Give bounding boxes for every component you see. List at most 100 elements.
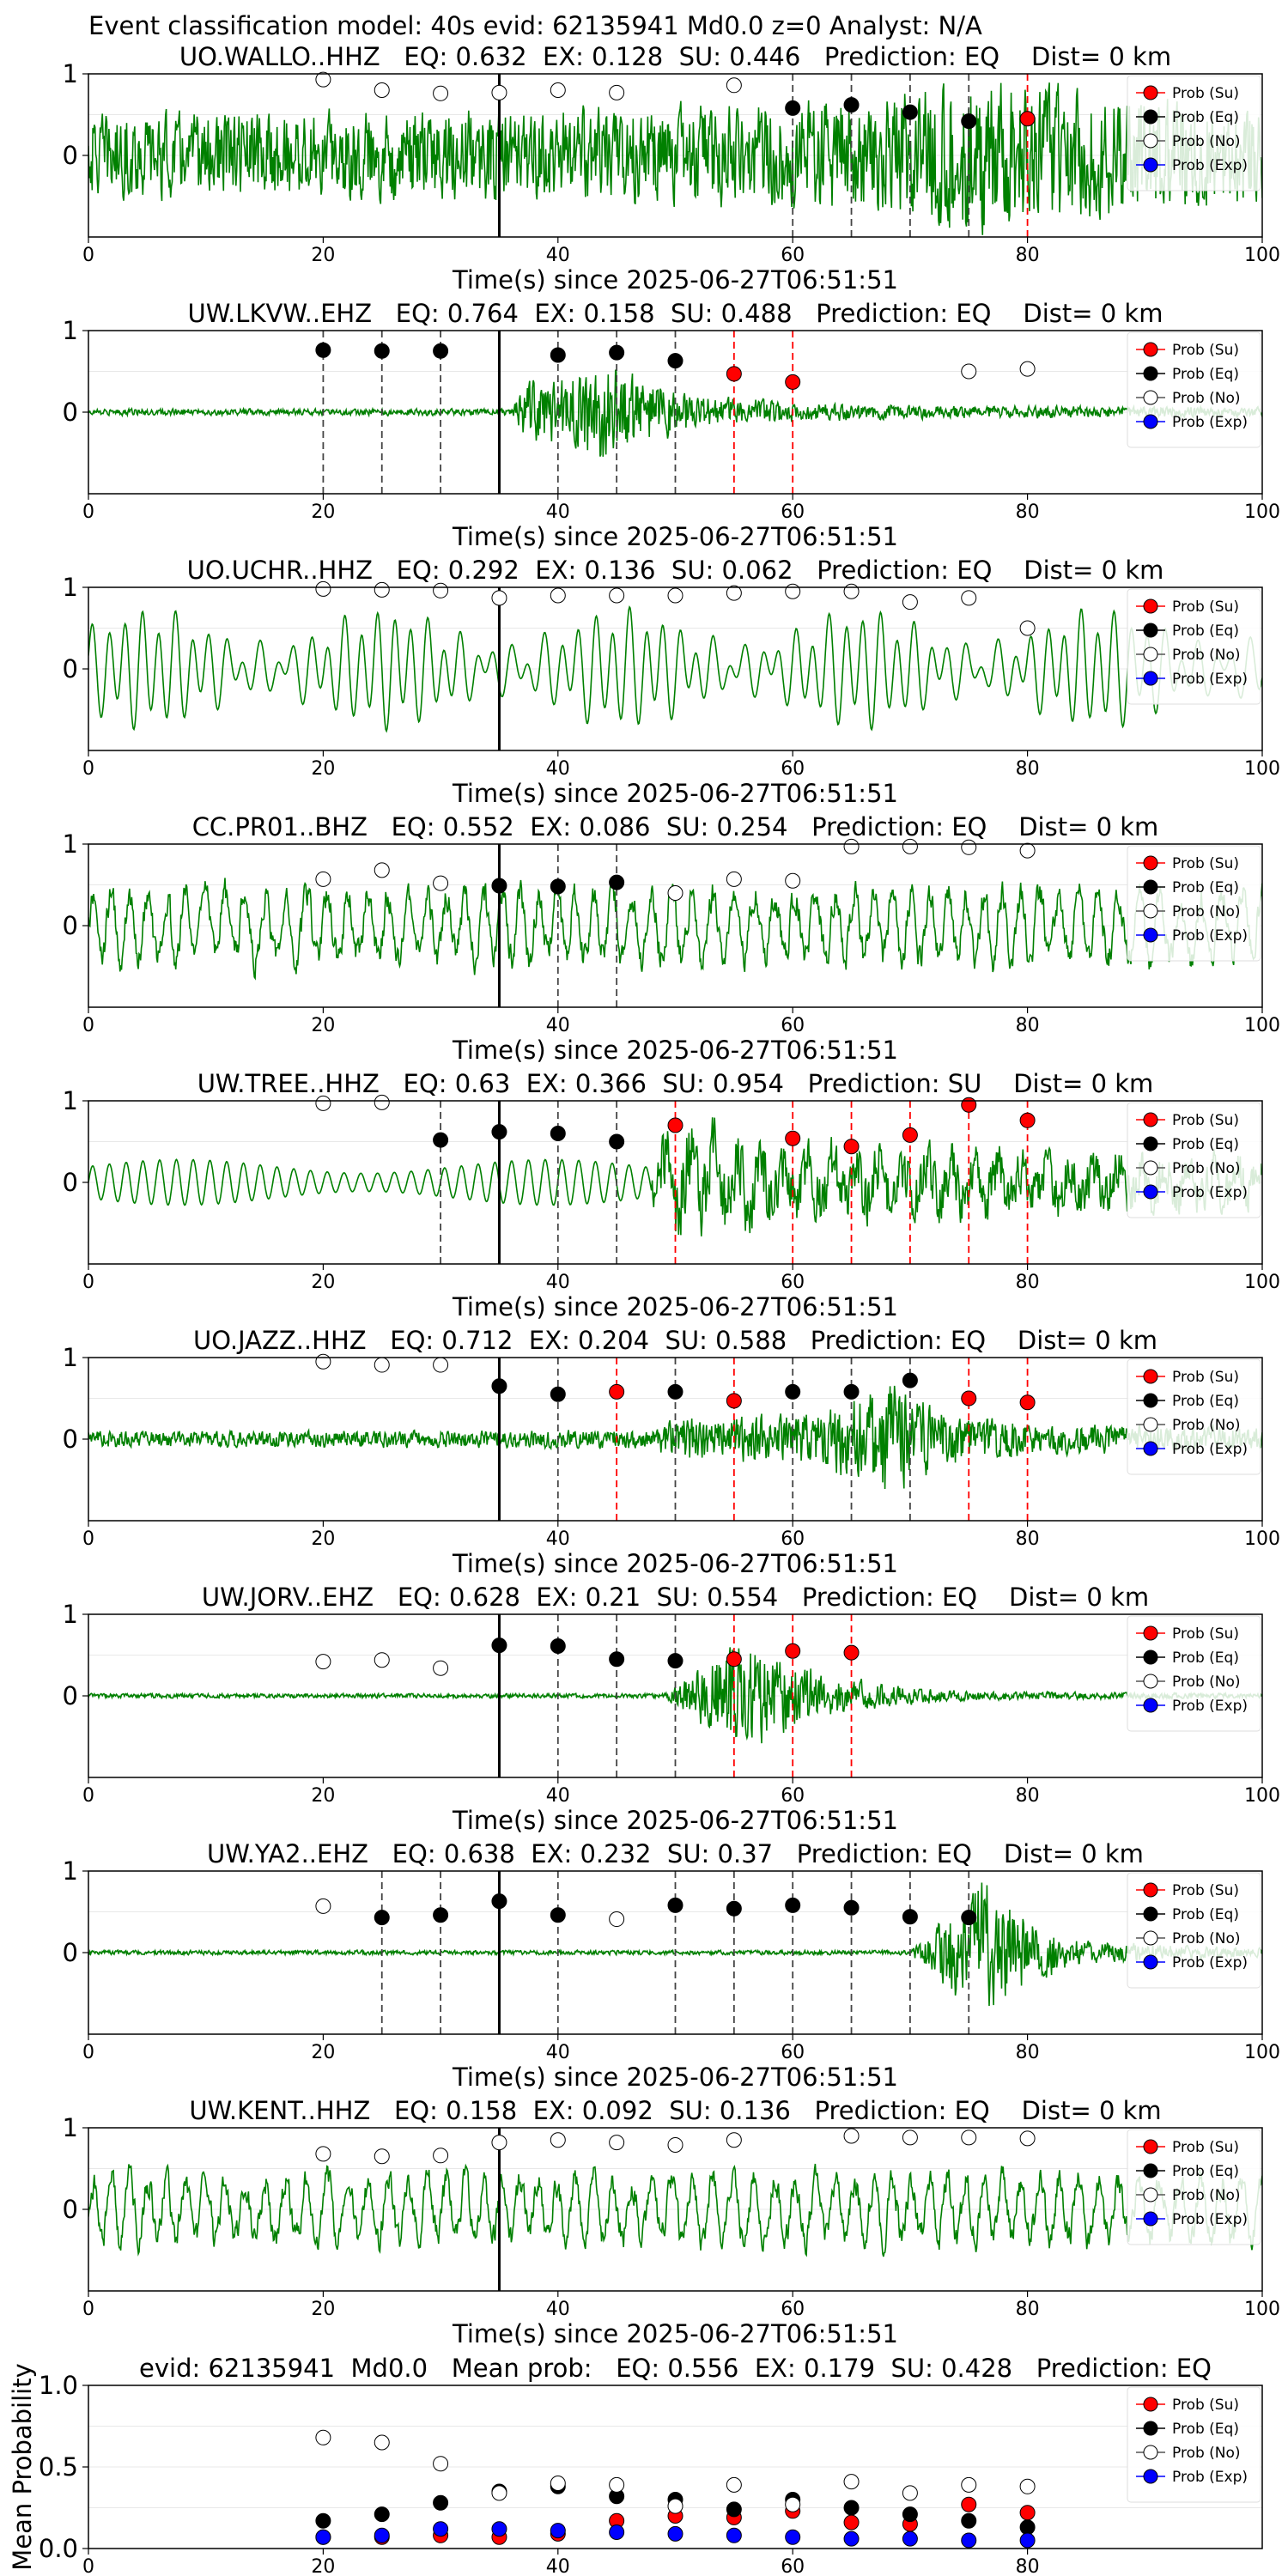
prob-marker-no — [315, 1898, 331, 1914]
mean-prob-marker-no — [843, 2474, 860, 2490]
x-axis-label: Time(s) since 2025-06-27T06:51:51 — [452, 522, 898, 551]
prob-marker-eq — [785, 100, 801, 116]
legend-marker-exp — [1143, 671, 1158, 686]
legend-label-exp: Prob (Exp) — [1172, 1954, 1248, 1971]
x-tick-label: 60 — [781, 245, 805, 266]
prob-marker-no — [902, 838, 918, 854]
prob-marker-eq — [550, 347, 566, 363]
prob-marker-no — [785, 872, 801, 889]
prob-marker-no — [374, 82, 390, 98]
x-tick-label: 0 — [82, 2299, 94, 2320]
x-axis-label: Time(s) since 2025-06-27T06:51:51 — [452, 1036, 898, 1065]
legend-box — [1127, 1615, 1261, 1732]
legend-label-su: Prob (Su) — [1172, 2397, 1239, 2414]
prob-marker-eq — [550, 878, 566, 895]
prob-marker-su — [785, 1130, 801, 1146]
x-axis-label: Time(s) since 2025-06-27T06:51:51 — [452, 1806, 898, 1835]
x-tick-label: 80 — [1016, 1015, 1040, 1036]
prob-marker-no — [315, 580, 331, 597]
prob-marker-eq — [315, 342, 331, 358]
legend-marker-eq — [1143, 1906, 1158, 1922]
prob-marker-eq — [609, 1133, 625, 1150]
prob-marker-no — [609, 2135, 625, 2151]
mean-prob-marker-exp — [902, 2530, 918, 2547]
y-tick-label: 0 — [63, 2195, 78, 2224]
legend-marker-eq — [1143, 2421, 1158, 2436]
legend-marker-exp — [1143, 1698, 1158, 1713]
prob-marker-no — [726, 871, 742, 887]
prob-marker-no — [1019, 842, 1036, 859]
y-tick-label: 1 — [63, 573, 78, 602]
panel-title: UW.LKVW..EHZ EQ: 0.764 EX: 0.158 SU: 0.4… — [188, 299, 1163, 328]
y-tick-label: 1 — [63, 829, 78, 859]
x-tick-label: 60 — [781, 2299, 805, 2320]
mean-prob-marker-no — [433, 2456, 449, 2472]
prob-marker-su — [843, 1644, 860, 1661]
legend-box — [1127, 331, 1261, 448]
prob-marker-su — [726, 366, 742, 382]
legend-label-exp: Prob (Exp) — [1172, 1441, 1248, 1458]
prob-marker-eq — [843, 1899, 860, 1916]
x-tick-label: 0 — [82, 1015, 94, 1036]
prob-marker-su — [961, 1390, 977, 1406]
y-tick-label: 1 — [63, 1600, 78, 1629]
mean-prob-marker-eq — [315, 2512, 331, 2529]
y-tick-label: 0 — [63, 141, 78, 170]
legend-marker-eq — [1143, 109, 1158, 125]
y-axis-label: Mean Probability — [8, 2363, 37, 2571]
prob-marker-no — [961, 839, 977, 855]
x-tick-label: 0 — [82, 1272, 94, 1293]
x-tick-label: 20 — [311, 2556, 335, 2576]
prob-marker-su — [785, 374, 801, 390]
prob-marker-no — [843, 2128, 860, 2144]
mean-prob-marker-exp — [961, 2532, 977, 2549]
mean-prob-marker-no — [315, 2429, 331, 2445]
mean-prob-marker-no — [961, 2476, 977, 2493]
x-tick-label: 100 — [1244, 501, 1280, 523]
legend-label-eq: Prob (Eq) — [1172, 2421, 1239, 2438]
legend-label-su: Prob (Su) — [1172, 1369, 1239, 1386]
legend-marker-exp — [1143, 1184, 1158, 1200]
prob-marker-no — [315, 71, 331, 88]
legend-label-su: Prob (Su) — [1172, 1882, 1239, 1899]
legend-label-exp: Prob (Exp) — [1172, 1184, 1248, 1201]
x-tick-label: 0 — [82, 245, 94, 266]
panel-title: UW.YA2..EHZ EQ: 0.638 EX: 0.232 SU: 0.37… — [207, 1839, 1144, 1868]
panel-title: UO.JAZZ..HHZ EQ: 0.712 EX: 0.204 SU: 0.5… — [193, 1326, 1157, 1355]
x-tick-label: 80 — [1016, 758, 1040, 780]
mean-prob-marker-eq — [374, 2506, 390, 2523]
prob-marker-no — [433, 875, 449, 891]
mean-prob-marker-exp — [609, 2524, 625, 2540]
x-tick-label: 40 — [546, 2299, 570, 2320]
legend-marker-su — [1143, 1112, 1158, 1127]
mean-prob-marker-exp — [491, 2521, 507, 2537]
prob-marker-no — [374, 2148, 390, 2165]
prob-marker-eq — [433, 343, 449, 359]
legend-label-exp: Prob (Exp) — [1172, 671, 1248, 688]
y-tick-label: 0 — [63, 1168, 78, 1197]
legend-marker-eq — [1143, 623, 1158, 638]
legend-label-su: Prob (Su) — [1172, 2139, 1239, 2156]
x-tick-label: 60 — [781, 758, 805, 780]
prob-marker-no — [433, 85, 449, 101]
legend-marker-no — [1143, 2445, 1158, 2460]
prob-marker-su — [785, 1643, 801, 1659]
legend-marker-su — [1143, 1625, 1158, 1641]
prob-marker-eq — [902, 1909, 918, 1925]
mean-prob-marker-exp — [843, 2530, 860, 2547]
prob-marker-no — [374, 1094, 390, 1110]
panel-title: UO.UCHR..HHZ EQ: 0.292 EX: 0.136 SU: 0.0… — [187, 556, 1164, 585]
legend-label-no: Prob (No) — [1172, 2445, 1241, 2462]
legend-label-exp: Prob (Exp) — [1172, 157, 1248, 174]
prob-marker-no — [609, 1911, 625, 1928]
y-tick-label: 1 — [63, 1343, 78, 1372]
mean-prob-marker-no — [491, 2485, 507, 2501]
mean-prob-marker-eq — [902, 2506, 918, 2523]
x-tick-label: 0 — [82, 501, 94, 523]
figure-title: Event classification model: 40s evid: 62… — [88, 11, 982, 40]
x-tick-label: 80 — [1016, 501, 1040, 523]
legend-label-su: Prob (Su) — [1172, 1112, 1239, 1129]
prob-marker-eq — [667, 1897, 683, 1913]
prob-marker-no — [785, 583, 801, 599]
